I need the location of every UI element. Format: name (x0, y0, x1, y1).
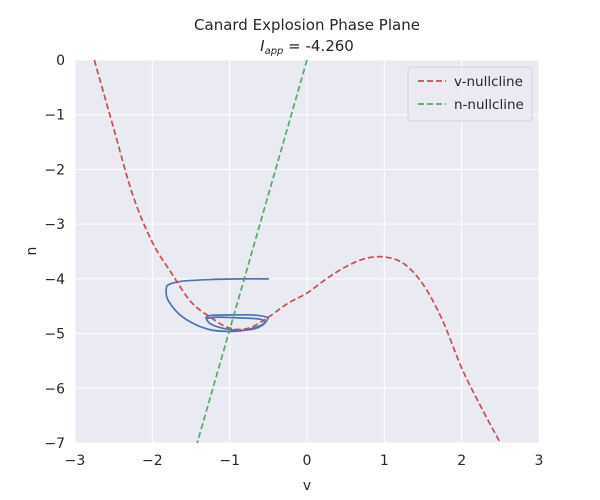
y-tick-labels: 0 −1 −2 −3 −4 −5 −6 −7 (44, 53, 65, 452)
x-tick-label: −3 (65, 453, 86, 469)
subtitle-subscript: app (265, 46, 284, 57)
chart-title: Canard Explosion Phase Plane (194, 16, 420, 34)
y-tick-label: −3 (44, 217, 65, 233)
legend-label: n-nullcline (454, 97, 524, 113)
trajectory-line (165, 277, 270, 333)
y-axis-label: n (24, 247, 40, 256)
y-tick-label: −2 (44, 162, 65, 178)
y-tick-label: −4 (44, 272, 65, 288)
x-tick-label: 2 (457, 453, 466, 469)
y-tick-label: 0 (56, 53, 65, 69)
x-tick-label: 1 (380, 453, 389, 469)
n-nullcline-line (196, 60, 308, 443)
subtitle-variable: I (260, 37, 265, 55)
y-tick-label: −7 (44, 436, 65, 452)
subtitle-value: = -4.260 (283, 37, 353, 55)
x-axis-label: v (303, 478, 311, 494)
legend: v-nullcline n-nullcline (407, 66, 533, 122)
chart-subtitle: Iapp = -4.260 (260, 37, 354, 57)
legend-label: v-nullcline (454, 74, 523, 90)
grid-lines (74, 59, 540, 444)
x-tick-label: 3 (535, 453, 544, 469)
x-tick-labels: −3 −2 −1 0 1 2 3 (65, 453, 544, 469)
x-tick-label: −2 (142, 453, 163, 469)
x-tick-label: 0 (303, 453, 312, 469)
v-nullcline-line (93, 60, 502, 443)
y-tick-label: −5 (44, 327, 65, 343)
x-tick-label: −1 (219, 453, 240, 469)
y-tick-label: −6 (44, 381, 65, 397)
series-layer (93, 60, 502, 443)
y-tick-label: −1 (44, 108, 65, 124)
